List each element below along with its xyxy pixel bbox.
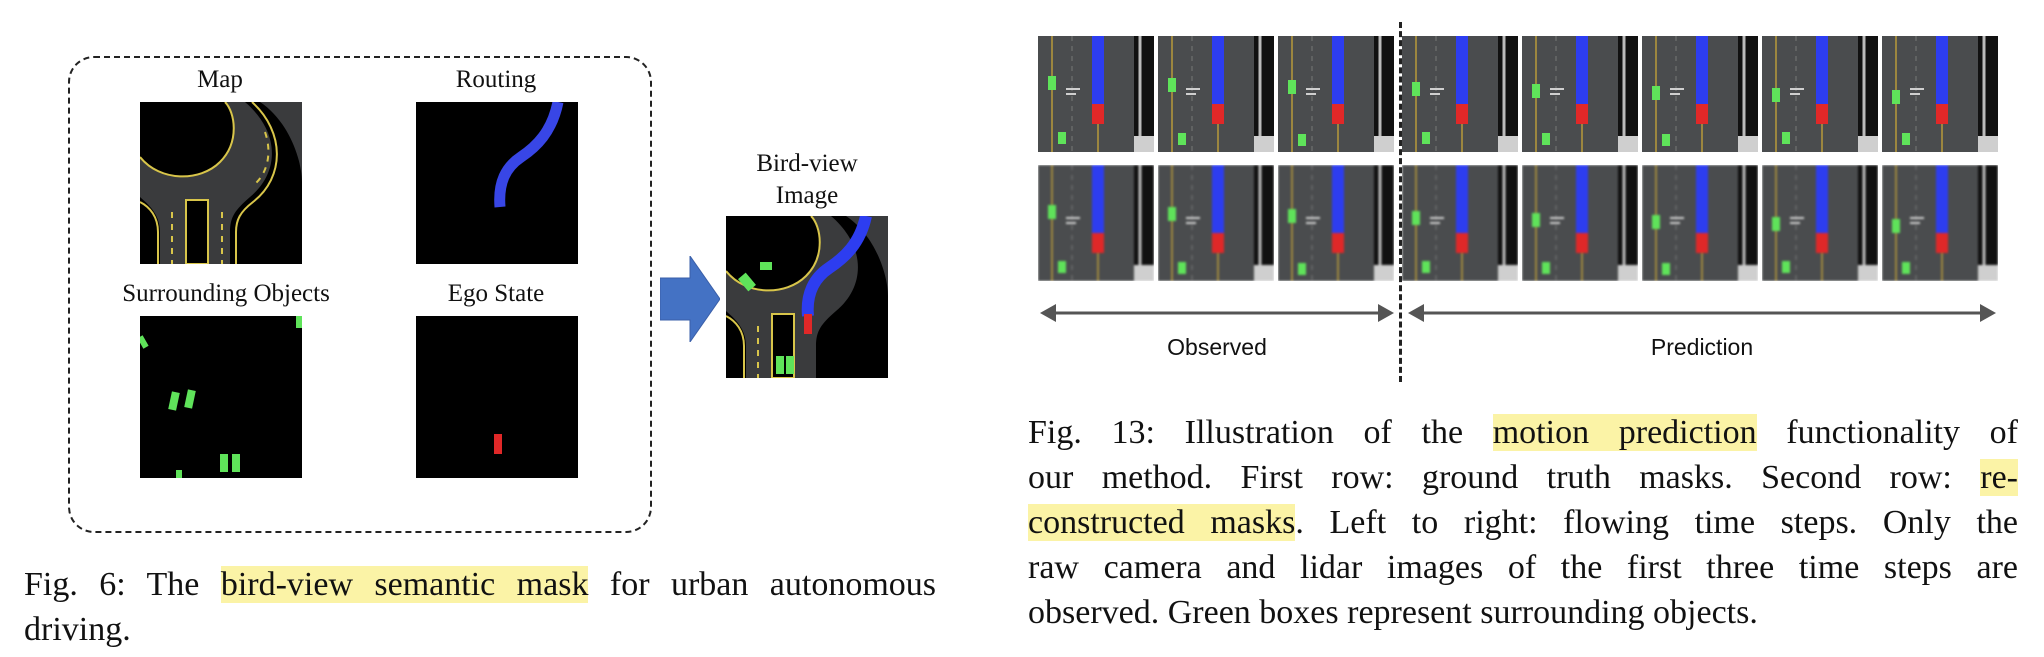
bird-view-label-line2: Image <box>775 182 839 209</box>
fig13-caption-line4: raw camera and lidar images of the first… <box>1028 549 2018 586</box>
fig13-caption-line1: Fig. 13: Illustration of the motion pred… <box>1028 410 2018 455</box>
observed-label: Observed <box>1167 334 1267 360</box>
fig13-caption-line2: our method. First row: ground truth mask… <box>1028 455 2018 500</box>
fig13-caption: Fig. 13: Illustration of the motion pred… <box>1028 410 2018 635</box>
ego-state-image <box>416 316 578 478</box>
fig6-caption: Fig. 6: The bird-view semantic mask for … <box>24 562 936 652</box>
fig6-caption-prefix: Fig. 6: The <box>24 566 221 603</box>
bird-view-image <box>725 214 888 379</box>
map-label: Map <box>197 66 243 93</box>
fig13-caption-l1-highlight: motion prediction <box>1492 414 1757 451</box>
fig13-caption-l1-b: functionality of <box>1756 414 2018 451</box>
observed-arrow <box>1040 300 1394 331</box>
fig13-caption-line5: observed. Green boxes represent surround… <box>1028 594 1758 631</box>
reconstructed-frame-4 <box>1402 165 1518 281</box>
prediction-arrow <box>1408 300 1996 331</box>
reconstructed-frame-2 <box>1158 165 1274 281</box>
ground-truth-frame-1 <box>1038 36 1154 152</box>
fig13-caption-l2-a: our method. First row: ground truth mask… <box>1028 459 1981 496</box>
fig13-caption-line3: constructed masks. Left to right: flowin… <box>1028 500 2018 545</box>
fig13-caption-l2-highlight: re- <box>1980 459 2018 496</box>
fig6-caption-suffix: for urban autonomous <box>588 566 936 603</box>
fig6-dashed-frame <box>68 56 652 533</box>
ground-truth-frame-6 <box>1642 36 1758 152</box>
surrounding-objects-label: Surrounding Objects <box>122 280 330 307</box>
ground-truth-frame-3 <box>1278 36 1394 152</box>
reconstructed-frame-7 <box>1762 165 1878 281</box>
observed-prediction-divider <box>1399 22 1402 382</box>
fig6-caption-highlight: bird-view semantic mask <box>220 566 589 603</box>
bird-view-label-line1: Bird-view <box>756 150 858 177</box>
reconstructed-frame-1 <box>1038 165 1154 281</box>
reconstructed-frame-5 <box>1522 165 1638 281</box>
routing-label: Routing <box>455 66 537 93</box>
reconstructed-frame-6 <box>1642 165 1758 281</box>
fig6-caption-line2: driving. <box>24 611 131 648</box>
ego-state-label: Ego State <box>447 280 545 307</box>
map-image <box>139 101 302 265</box>
reconstructed-frame-3 <box>1278 165 1394 281</box>
ground-truth-frame-4 <box>1402 36 1518 152</box>
fig6-caption-line1: Fig. 6: The bird-view semantic mask for … <box>24 562 936 607</box>
fig13-caption-l1-a: Fig. 13: Illustration of the <box>1028 414 1493 451</box>
ground-truth-frame-8 <box>1882 36 1998 152</box>
ground-truth-frame-2 <box>1158 36 1274 152</box>
fig13-caption-l3-highlight: constructed masks <box>1028 504 1296 541</box>
ground-truth-frame-5 <box>1522 36 1638 152</box>
routing-image <box>416 100 578 264</box>
fig13-caption-l3-b: . Left to right: flowing time steps. Onl… <box>1295 504 2018 541</box>
surrounding-objects-image <box>137 316 302 478</box>
reconstructed-frame-8 <box>1882 165 1998 281</box>
ground-truth-frame-7 <box>1762 36 1878 152</box>
block-arrow <box>659 254 721 347</box>
prediction-label: Prediction <box>1650 334 1754 360</box>
